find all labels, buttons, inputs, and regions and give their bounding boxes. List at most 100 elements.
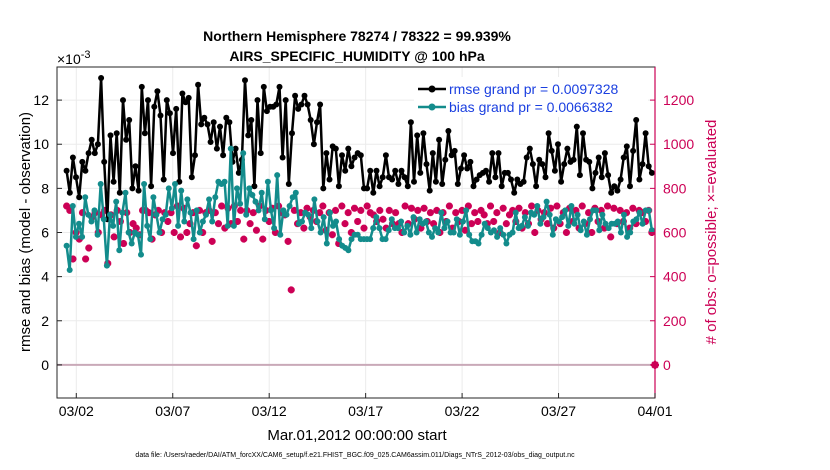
- rmse-point: [245, 132, 252, 139]
- left-tick-label: 8: [41, 180, 49, 196]
- bias-point: [376, 225, 383, 232]
- bias-point: [125, 229, 132, 236]
- bias-point: [571, 220, 578, 227]
- bias-point: [206, 196, 213, 203]
- obs-evaluated-point: [480, 211, 488, 219]
- legend: rmse grand pr = 0.0097328 bias grand pr …: [414, 77, 648, 117]
- legend-bias-label: bias grand pr = 0.0066382: [449, 99, 613, 115]
- bias-point: [305, 211, 312, 218]
- bias-point: [503, 240, 510, 247]
- rmse-point: [533, 183, 540, 190]
- bias-point: [153, 211, 160, 218]
- legend-box: [414, 77, 648, 117]
- rmse-point: [558, 178, 565, 185]
- obs-evaluated-point: [515, 204, 523, 212]
- rmse-point: [364, 185, 371, 192]
- obs-evaluated-point: [82, 255, 90, 263]
- bias-point: [422, 218, 429, 225]
- obs-evaluated-point: [259, 235, 267, 243]
- bias-point: [478, 231, 485, 238]
- bias-point: [187, 209, 194, 216]
- bias-point: [159, 216, 166, 223]
- bias-point: [621, 211, 627, 218]
- bias-point: [565, 222, 572, 229]
- bias-point: [144, 222, 151, 229]
- bias-point: [525, 222, 531, 229]
- bias-point: [398, 218, 405, 225]
- rmse-point: [580, 130, 586, 137]
- right-axis-label: # of obs: o=possible; ×=evaluated: [703, 120, 720, 345]
- bias-point: [531, 211, 538, 218]
- bias-point: [221, 178, 228, 185]
- bias-point: [277, 231, 284, 238]
- rmse-point: [586, 158, 593, 165]
- data-file-footer: data file: /Users/raeder/DAI/ATM_forcXX/…: [135, 452, 575, 459]
- rmse-point: [645, 163, 652, 170]
- bias-point: [264, 178, 271, 185]
- bias-point: [113, 198, 120, 205]
- obs-evaluated-point: [227, 220, 235, 228]
- bias-point: [453, 216, 460, 223]
- bias-point: [323, 240, 330, 247]
- bias-point: [534, 203, 541, 209]
- left-axis-label: rmse and bias (model - observation): [17, 112, 34, 352]
- rmse-point: [464, 165, 471, 172]
- rmse-point: [295, 105, 302, 112]
- rmse-point: [145, 97, 151, 104]
- x-tick-label: 04/01: [637, 403, 672, 419]
- obs-evaluated-point: [78, 209, 86, 217]
- rmse-point: [598, 174, 605, 181]
- obs-evaluated-point: [369, 211, 377, 219]
- bias-point: [593, 207, 600, 214]
- bias-point: [283, 211, 290, 218]
- rmse-point: [73, 174, 79, 181]
- bias-point: [196, 229, 203, 236]
- bias-point: [466, 231, 473, 238]
- obs-evaluated-point: [297, 209, 305, 217]
- x-axis-label: Mar.01,2012 00:00:00 start: [267, 427, 447, 444]
- rmse-point: [498, 183, 505, 190]
- legend-rmse-label: rmse grand pr = 0.0097328: [449, 81, 618, 97]
- rmse-point: [120, 97, 126, 104]
- obs-evaluated-point: [332, 206, 340, 214]
- obs-evaluated-point: [426, 209, 434, 217]
- rmse-point: [379, 174, 386, 181]
- bias-point: [311, 196, 318, 203]
- obs-evaluated-point: [129, 220, 137, 228]
- rmse-point: [639, 161, 646, 168]
- bias-point: [230, 222, 237, 229]
- rmse-point: [317, 101, 324, 108]
- rmse-point: [248, 117, 255, 123]
- bias-point: [583, 231, 590, 238]
- rmse-point: [79, 158, 86, 165]
- bias-point: [521, 214, 528, 221]
- legend-entry-rmse: rmse grand pr = 0.0097328: [418, 81, 618, 97]
- rmse-point: [429, 150, 436, 157]
- rmse-point: [314, 119, 320, 126]
- obs-evaluated-point: [461, 226, 469, 234]
- bias-point: [91, 207, 98, 214]
- bias-point: [556, 218, 562, 225]
- obs-evaluated-point: [604, 202, 612, 210]
- bias-point: [639, 220, 646, 227]
- bias-point: [268, 207, 274, 214]
- bias-point: [429, 233, 435, 240]
- bias-point: [314, 218, 321, 225]
- right-tick-label: 200: [663, 313, 687, 329]
- bias-point: [280, 207, 287, 214]
- obs-evaluated-point: [449, 224, 457, 232]
- rmse-point: [404, 183, 411, 190]
- rmse-point: [407, 119, 414, 126]
- rmse-point: [126, 117, 133, 123]
- rmse-point: [348, 163, 355, 170]
- bias-point: [88, 218, 95, 225]
- rmse-point: [254, 97, 261, 104]
- bias-point: [475, 240, 482, 247]
- bias-point: [345, 247, 352, 254]
- rmse-point: [213, 145, 220, 152]
- rmse-point: [448, 152, 455, 159]
- obs-evaluated-point: [464, 202, 472, 210]
- obs-evaluated-point: [347, 229, 355, 236]
- bias-point: [432, 225, 439, 232]
